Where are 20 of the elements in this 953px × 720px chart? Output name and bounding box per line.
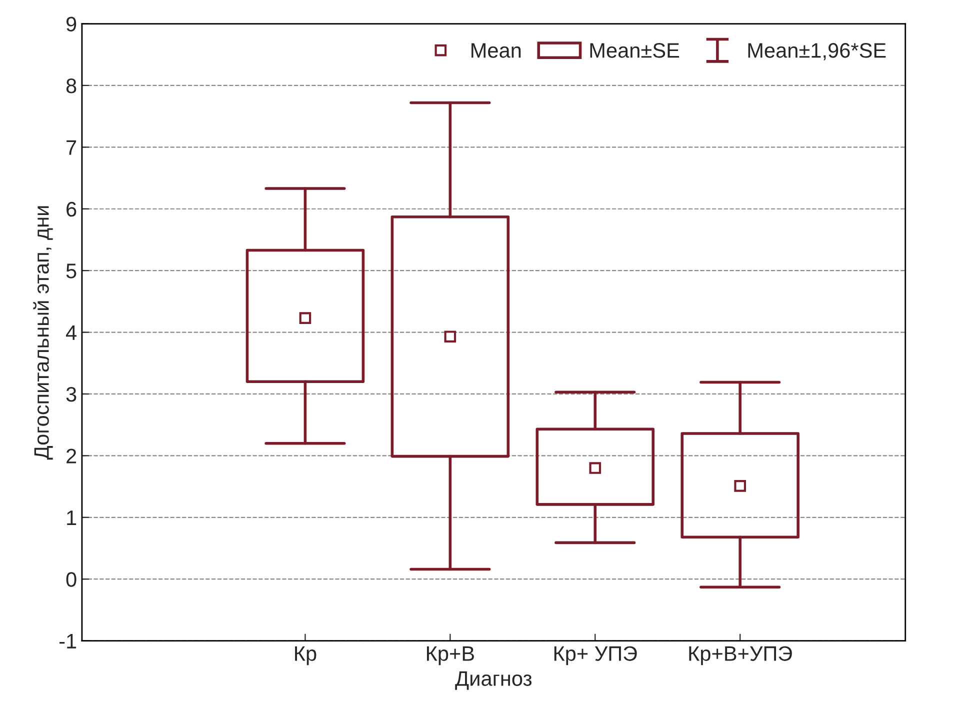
x-tick-label: Кр+ УПЭ bbox=[554, 646, 637, 666]
x-tick-label: Кр+В+УПЭ bbox=[689, 646, 792, 666]
y-tick-label: 5 bbox=[66, 264, 76, 278]
y-tick-label: 7 bbox=[66, 140, 76, 155]
y-tick-label: 0 bbox=[66, 572, 76, 587]
annotation: Mean±1,96*SE bbox=[748, 43, 886, 60]
y-tick-label: 8 bbox=[66, 78, 76, 94]
x-axis-title: Диагноз bbox=[455, 671, 532, 690]
y-tick-label: 9 bbox=[66, 16, 76, 32]
legend-label: Mean±SE bbox=[590, 43, 680, 58]
y-tick-label: 2 bbox=[66, 448, 76, 464]
y-tick-label: 3 bbox=[66, 386, 76, 402]
y-axis-title: Догоспитальный этап, дни bbox=[33, 206, 53, 460]
y-tick-label: 4 bbox=[66, 325, 76, 340]
y-tick-label: -1 bbox=[60, 634, 76, 648]
x-tick-label: Кр bbox=[295, 646, 316, 666]
x-tick-label: Кр+В bbox=[426, 646, 474, 666]
y-tick-label: 1 bbox=[67, 510, 76, 525]
y-tick-label: 6 bbox=[66, 202, 76, 217]
annotation: Mean bbox=[472, 43, 521, 58]
